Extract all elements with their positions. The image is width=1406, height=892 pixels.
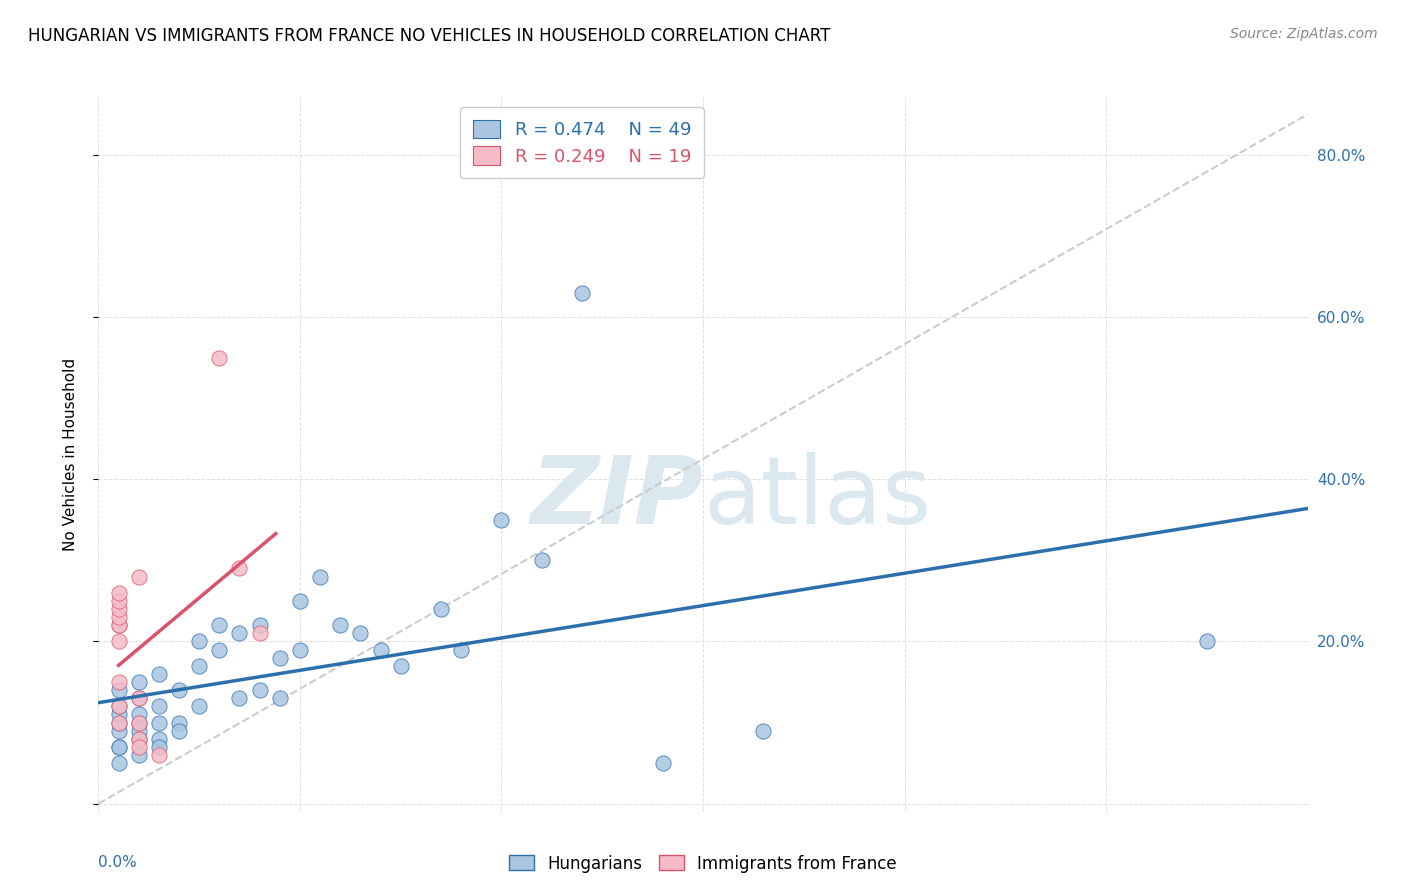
- Point: [128, 747, 150, 762]
- Point: [148, 731, 170, 746]
- Point: [107, 739, 129, 754]
- Text: HUNGARIAN VS IMMIGRANTS FROM FRANCE NO VEHICLES IN HOUSEHOLD CORRELATION CHART: HUNGARIAN VS IMMIGRANTS FROM FRANCE NO V…: [28, 27, 831, 45]
- Point: [107, 618, 129, 632]
- Point: [269, 650, 291, 665]
- Point: [107, 675, 129, 690]
- Point: [651, 756, 673, 770]
- Point: [128, 691, 150, 706]
- Point: [128, 731, 150, 746]
- Point: [107, 715, 129, 730]
- Point: [228, 691, 250, 706]
- Point: [752, 723, 775, 738]
- Point: [208, 618, 231, 632]
- Point: [107, 610, 129, 624]
- Point: [148, 699, 170, 714]
- Point: [349, 626, 371, 640]
- Point: [167, 683, 190, 698]
- Point: [107, 586, 129, 600]
- Point: [107, 723, 129, 738]
- Text: atlas: atlas: [703, 451, 931, 544]
- Text: ZIP: ZIP: [530, 451, 703, 544]
- Point: [107, 699, 129, 714]
- Point: [148, 715, 170, 730]
- Point: [530, 553, 553, 567]
- Point: [208, 642, 231, 657]
- Point: [128, 715, 150, 730]
- Point: [148, 666, 170, 681]
- Point: [128, 715, 150, 730]
- Point: [228, 626, 250, 640]
- Point: [107, 594, 129, 608]
- Point: [128, 731, 150, 746]
- Point: [188, 658, 211, 673]
- Point: [389, 658, 412, 673]
- Point: [1195, 634, 1218, 648]
- Point: [148, 739, 170, 754]
- Point: [107, 699, 129, 714]
- Point: [208, 351, 231, 365]
- Point: [128, 691, 150, 706]
- Point: [128, 723, 150, 738]
- Point: [249, 618, 271, 632]
- Point: [228, 561, 250, 575]
- Point: [128, 707, 150, 722]
- Point: [188, 634, 211, 648]
- Point: [269, 691, 291, 706]
- Point: [288, 642, 311, 657]
- Point: [167, 723, 190, 738]
- Legend: Hungarians, Immigrants from France: Hungarians, Immigrants from France: [502, 848, 904, 880]
- Point: [148, 747, 170, 762]
- Point: [571, 285, 593, 300]
- Point: [107, 683, 129, 698]
- Point: [107, 602, 129, 616]
- Point: [128, 675, 150, 690]
- Text: Source: ZipAtlas.com: Source: ZipAtlas.com: [1230, 27, 1378, 41]
- Text: 0.0%: 0.0%: [98, 855, 138, 870]
- Point: [107, 756, 129, 770]
- Point: [288, 594, 311, 608]
- Point: [107, 739, 129, 754]
- Point: [107, 634, 129, 648]
- Point: [167, 715, 190, 730]
- Point: [329, 618, 352, 632]
- Point: [128, 569, 150, 583]
- Y-axis label: No Vehicles in Household: No Vehicles in Household: [63, 359, 77, 551]
- Point: [309, 569, 332, 583]
- Point: [107, 618, 129, 632]
- Point: [107, 707, 129, 722]
- Point: [188, 699, 211, 714]
- Point: [430, 602, 453, 616]
- Point: [450, 642, 472, 657]
- Point: [249, 683, 271, 698]
- Point: [128, 739, 150, 754]
- Point: [249, 626, 271, 640]
- Point: [491, 513, 513, 527]
- Legend: R = 0.474    N = 49, R = 0.249    N = 19: R = 0.474 N = 49, R = 0.249 N = 19: [460, 107, 704, 178]
- Point: [370, 642, 392, 657]
- Point: [107, 715, 129, 730]
